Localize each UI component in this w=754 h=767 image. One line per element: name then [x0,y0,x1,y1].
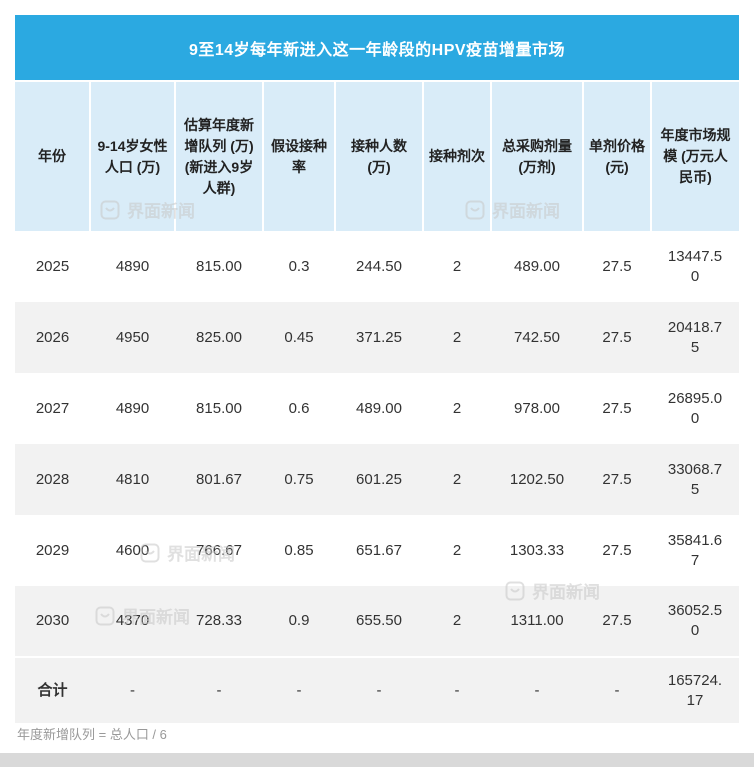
table-cell: 0.3 [288,257,310,275]
table-cell: 801.67 [196,470,242,488]
hpv-market-table: 年份 9-14岁女性人口 (万) 估算年度新增队列 (万) (新进入9岁人群) 假设接… [15,80,739,723]
table-cell: 13447.50 [667,247,723,285]
table-cell: 27.5 [602,328,632,346]
table-cell: 489.00 [356,399,402,417]
table-cell: 27.5 [602,399,632,417]
row-label-cell: 2026 [35,328,70,346]
table-cell: 1311.00 [510,612,564,629]
column-header: 估算年度新增队列 (万) (新进入9岁人群) [174,80,263,231]
table-row: 2027 4890 815.00 0.6 489.00 2 978.00 27.5 26895.… [15,373,739,444]
table-cell: 4810 [115,470,150,488]
table-cell: 27.5 [602,612,632,629]
table-cell: 2 [452,541,462,559]
table-cell: 2 [452,612,462,629]
table-row: 2028 4810 801.67 0.75 601.25 2 1202.50 27.5 3306… [15,444,739,515]
table-cell: 4370 [115,612,150,629]
table-cell: 1303.33 [509,541,565,559]
hpv-market-table-container: 9至14岁每年新进入这一年龄段的HPV疫苗增量市场 年份 9-14岁女性人口 (万… [15,15,739,723]
table-cell: 655.50 [356,612,402,629]
table-cell: 4600 [115,541,150,559]
table-cell: 371.25 [356,328,402,346]
table-cell: 4890 [115,399,150,417]
footnote: 年度新增队列 = 总人口 / 6 [17,727,167,742]
table-cell: - [216,681,222,699]
table-cell: 27.5 [602,470,632,488]
table-cell: 0.45 [284,328,314,346]
column-header: 总采购剂量 (万剂) [490,80,583,231]
table-cell: 33068.75 [667,460,723,498]
column-header: 接种人数 (万) [334,80,423,231]
table-cell: 489.00 [514,257,560,275]
column-header: 单剂价格 (元) [582,80,651,231]
row-label-cell: 2025 [35,257,70,275]
table-body: 2025 4890 815.00 0.3 244.50 2 489.00 27.5 13447.… [15,231,739,723]
table-cell: 825.00 [196,328,242,346]
table-cell: 244.50 [356,257,402,275]
table-cell: 35841.67 [667,531,723,569]
table-cell: - [534,681,540,699]
row-label-cell: 2028 [35,470,70,488]
row-label-cell: 2029 [35,541,70,559]
row-label-cell: 2027 [35,399,70,417]
column-header: 接种剂次 [422,80,491,231]
table-title-bar: 9至14岁每年新进入这一年龄段的HPV疫苗增量市场 [15,15,739,80]
table-cell: 4890 [115,257,150,275]
table-cell: 2 [452,257,462,275]
column-header: 假设接种率 [262,80,335,231]
table-cell: - [296,681,302,699]
row-label-cell: 2030 [35,612,70,629]
table-cell: 27.5 [602,541,632,559]
header-row: 年份 9-14岁女性人口 (万) 估算年度新增队列 (万) (新进入9岁人群) 假设接… [15,80,739,231]
table-cell: - [614,681,620,699]
table-cell: 978.00 [514,399,560,417]
table-cell: - [454,681,460,699]
table-cell: 651.67 [356,541,402,559]
table-cell: 815.00 [196,257,242,275]
table-cell: 2 [452,399,462,417]
table-cell: 728.33 [196,612,242,629]
table-row: 2025 4890 815.00 0.3 244.50 2 489.00 27.5 13447.… [15,231,739,302]
table-cell: 0.75 [284,470,314,488]
table-cell: 0.85 [284,541,314,559]
table-row: 2030 4370 728.33 0.9 655.50 2 1311.00 27.5 36052… [15,586,739,657]
table-cell: 26895.00 [667,389,723,427]
table-cell: 165724.17 [667,671,723,709]
table-cell: 2 [452,328,462,346]
table-cell: 4950 [115,328,150,346]
table-cell: 1202.50 [509,470,565,488]
table-cell: 20418.75 [667,318,723,356]
table-cell: 601.25 [356,470,402,488]
column-header: 年份 [15,80,90,231]
table-row: 2026 4950 825.00 0.45 371.25 2 742.50 27.5 20418… [15,302,739,373]
table-cell: 27.5 [602,257,632,275]
table-cell: 0.9 [288,612,310,629]
table-cell: 0.6 [288,399,310,417]
table-row: 2029 4600 766.67 0.85 651.67 2 1303.33 27.5 3584… [15,515,739,586]
table-title: 9至14岁每年新进入这一年龄段的HPV疫苗增量市场 [188,41,566,59]
table-cell: - [130,681,135,699]
total-row: 合计 - - - - - - - 165724.17 [15,657,739,723]
table-cell: 36052.50 [667,602,723,639]
row-label-cell: 合计 [37,681,68,699]
table-cell: 766.67 [196,541,242,559]
column-header: 年度市场规模 (万元人民币) [650,80,739,231]
column-header: 9-14岁女性人口 (万) [89,80,175,231]
table-cell: 742.50 [514,328,560,346]
table-cell: 815.00 [196,399,242,417]
table-cell: 2 [452,470,462,488]
bottom-strip [0,753,754,767]
table-cell: - [376,681,382,699]
